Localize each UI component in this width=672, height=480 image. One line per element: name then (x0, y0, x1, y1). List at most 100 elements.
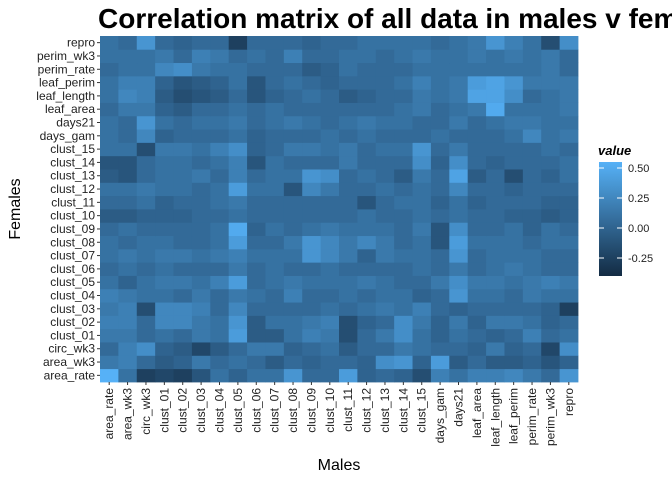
heatmap-cell (100, 248, 119, 263)
heatmap-cell (210, 89, 230, 103)
heatmap-cell (339, 89, 358, 103)
heatmap-cell (339, 222, 358, 237)
heatmap-cell (155, 235, 174, 250)
heatmap-cell (283, 155, 303, 170)
legend-color-bar (599, 162, 622, 276)
heatmap-cell (467, 342, 487, 356)
heatmap-cell (173, 355, 193, 370)
heatmap-cell (504, 36, 524, 50)
heatmap-cell (504, 142, 524, 157)
heatmap-cell (412, 315, 432, 330)
heatmap-cell (100, 355, 119, 370)
heatmap-cell (504, 209, 524, 223)
heatmap-cell (467, 368, 487, 383)
heatmap-cell (486, 49, 505, 64)
heatmap-cell (375, 368, 395, 383)
heatmap-cell (173, 75, 193, 90)
x-tick-label: perim_rate (525, 388, 539, 446)
heatmap-cell (136, 248, 156, 263)
heatmap-cell (283, 209, 303, 223)
heatmap-cell (302, 355, 322, 370)
heatmap-cell (486, 302, 505, 316)
heatmap-cell (522, 248, 542, 263)
heatmap-cell (191, 248, 211, 263)
heatmap-cell (522, 49, 542, 64)
x-tick-label: clust_14 (396, 388, 410, 433)
heatmap-cell (173, 102, 193, 117)
y-tick-label: perim_rate (38, 62, 96, 76)
heatmap-cell (173, 209, 193, 223)
heatmap-cell (320, 142, 340, 157)
heatmap-cell (302, 275, 322, 290)
heatmap-cell (283, 288, 303, 303)
heatmap-cell (394, 89, 413, 103)
heatmap-cell (228, 302, 248, 316)
heatmap-cell (504, 115, 524, 130)
heatmap-cell (504, 368, 524, 383)
heatmap-cell (265, 248, 285, 263)
y-tick-label: clust_13 (50, 169, 95, 183)
heatmap-cell (412, 328, 432, 343)
heatmap-cell (283, 328, 303, 343)
heatmap-cell (467, 62, 487, 77)
y-tick-label: clust_09 (50, 222, 95, 236)
heatmap-cell (430, 36, 450, 50)
heatmap-cell (486, 209, 505, 223)
x-tick-label: area_wk3 (121, 388, 135, 440)
heatmap-cell (375, 328, 395, 343)
heatmap-cell (155, 49, 174, 64)
heatmap-cell (375, 355, 395, 370)
x-axis-ticks: area_rate area_wk3 circ_wk3 clust_01 clust_0… (102, 382, 576, 447)
heatmap-cell (541, 315, 561, 330)
y-tick-label: clust_02 (50, 315, 95, 329)
heatmap-cell (302, 288, 322, 303)
heatmap-cell (430, 142, 450, 157)
heatmap-cell (339, 235, 358, 250)
heatmap-cell (394, 49, 413, 64)
heatmap-cell (541, 222, 561, 237)
heatmap-cell (265, 155, 285, 170)
heatmap-cell (522, 102, 542, 117)
heatmap-cell (412, 49, 432, 64)
y-axis-title: Females (7, 178, 24, 239)
heatmap-cell (155, 75, 174, 90)
heatmap-cell (394, 235, 413, 250)
heatmap-cell (449, 328, 469, 343)
heatmap-cell (339, 328, 358, 343)
heatmap-cell (210, 222, 230, 237)
heatmap-cell (228, 129, 248, 143)
heatmap-cell (394, 288, 413, 303)
heatmap-cell (375, 169, 395, 183)
heatmap-cell (283, 182, 303, 197)
heatmap-cell (394, 62, 413, 77)
heatmap-cell (118, 75, 138, 90)
heatmap-cell (155, 209, 174, 223)
heatmap-cell (504, 195, 524, 210)
heatmap-cell (394, 302, 413, 316)
heatmap-cell (136, 195, 156, 210)
heatmap-cell (173, 142, 193, 157)
heatmap-cell (191, 235, 211, 250)
heatmap-cell (228, 89, 248, 103)
heatmap-cell (467, 49, 487, 64)
heatmap-cell (228, 102, 248, 117)
heatmap-cell (467, 115, 487, 130)
heatmap-cell (247, 262, 266, 276)
heatmap-cell (247, 62, 266, 77)
heatmap-cell (302, 195, 322, 210)
heatmap-cell (412, 288, 432, 303)
x-tick-label: clust_08 (286, 388, 300, 433)
heatmap-cell (394, 248, 413, 263)
heatmap-cell (430, 262, 450, 276)
heatmap-cell (247, 275, 266, 290)
heatmap-cell (136, 129, 156, 143)
heatmap-cell (375, 89, 395, 103)
heatmap-cell (559, 49, 579, 64)
heatmap-cell (173, 368, 193, 383)
heatmap-cell (375, 36, 395, 50)
heatmap-cell (559, 142, 579, 157)
heatmap-cell (357, 222, 377, 237)
legend-tick-label: 0.00 (628, 223, 649, 235)
heatmap-cell (136, 262, 156, 276)
heatmap-cell (155, 155, 174, 170)
